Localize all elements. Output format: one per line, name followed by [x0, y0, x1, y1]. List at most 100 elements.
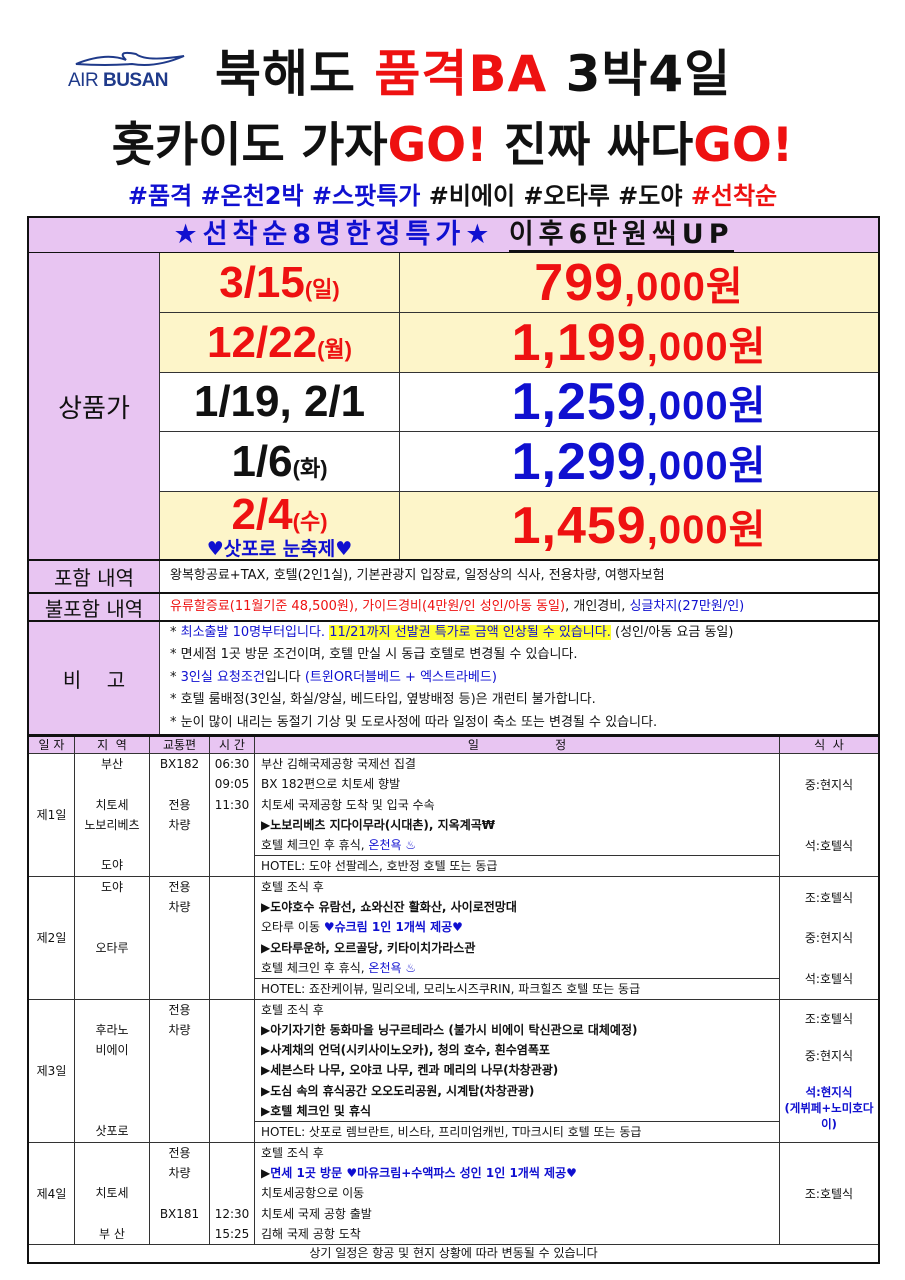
transport-text — [150, 855, 209, 875]
remark-segment: * 눈이 많이 내리는 동절기 기상 및 도로사정에 따라 일정이 축소 또는 … — [170, 714, 658, 730]
schedule-segment: ▶ — [261, 1165, 271, 1180]
schedule-line: ▶호텔 체크인 및 휴식 — [255, 1101, 779, 1121]
time-text — [210, 855, 254, 875]
time-text — [210, 897, 254, 917]
meal-text: 석:호텔식 — [804, 971, 854, 986]
festival-note: ♥삿포로 눈축제♥ — [206, 537, 353, 560]
day-row: 제1일 부산 치토세 노보리베츠 도야 BX182 전용 차량 06:30 09:05 11:30 부… — [29, 754, 878, 877]
date-text: 12/22 — [206, 317, 318, 367]
title-highlight: 품격BA — [374, 45, 548, 103]
schedule-cell: 호텔 조식 후 ▶면세 1곳 방문 ♥마유크림+수액파스 성인 1인 1개씩 제공… — [255, 1142, 780, 1245]
remark-segment: 11/21까지 선발권 특가로 금액 인상될 수 있습니다. — [329, 624, 611, 640]
time-text — [210, 1020, 254, 1040]
remark-line: * 면세점 1곳 방문 조건이며, 호텔 만실 시 동급 호텔로 변경될 수 있… — [170, 644, 878, 667]
departure-date: 12/22(월) — [160, 313, 400, 372]
time-text — [210, 1040, 254, 1060]
transport-text — [150, 1060, 209, 1080]
column-header: 식 사 — [814, 738, 844, 752]
schedule-segment: 온천욕 ♨ — [368, 838, 417, 853]
time-text — [210, 978, 254, 998]
transport-text: 차량 — [168, 1022, 191, 1037]
schedule-line: 호텔 체크인 후 휴식, 온천욕 ♨ — [255, 835, 779, 855]
schedule-line: ▶세븐스타 나무, 오야코 나무, 켄과 메리의 나무(차창관광) — [255, 1060, 779, 1080]
schedule-line: 오타루 이동 ♥슈크림 1인 1개씩 제공♥ — [255, 917, 779, 937]
hashtags-blue: #품격 #온천2박 #스팟특가 — [127, 182, 421, 210]
page-title: 북해도 품격BA 3박4일 — [215, 34, 855, 106]
region-cell: 부산 치토세 노보리베츠 도야 — [75, 754, 150, 876]
schedule-line: 부산 김해국제공항 국제선 집결 — [255, 754, 779, 774]
included-row: 포함 내역 왕복항공료+TAX, 호텔(2인1실), 기본관광지 입장료, 일정… — [27, 561, 880, 594]
time-cell — [210, 999, 255, 1142]
schedule-segment: 치토세공항으로 이동 — [261, 1186, 365, 1201]
hashtags-black: #비에이 #오타루 #도야 — [420, 182, 691, 210]
day-label: 제2일 — [36, 931, 67, 946]
day-label: 제4일 — [36, 1186, 67, 1201]
meal-text: 조:호텔식 — [804, 1011, 854, 1026]
schedule-line: 호텔 조식 후 — [255, 1000, 779, 1020]
meal-text: 중:현지식 — [804, 777, 854, 792]
region-text: 부 산 — [99, 1226, 125, 1241]
transport-text — [150, 938, 209, 958]
date-line: 2/4(수) — [231, 489, 327, 539]
price-row: 2/4(수) ♥삿포로 눈축제♥ 1,459,000원 — [160, 492, 878, 559]
transport-text: BX182 — [159, 757, 200, 771]
price-rest: ,000원 — [646, 384, 767, 428]
time-text — [210, 1143, 254, 1163]
region-text — [75, 1081, 149, 1101]
schedule-segment: 온천욕 ♨ — [368, 960, 417, 975]
schedule-line: 호텔 조식 후 — [255, 877, 779, 897]
banner-special: ★선착순8명한정특가★ — [173, 219, 495, 250]
schedule-segment: 면세 1곳 방문 ♥마유크림+수액파스 성인 1인 1개씩 제공♥ — [270, 1165, 577, 1180]
time-text: 15:25 — [214, 1226, 250, 1241]
excluded-row: 불포함 내역 유류할증료(11월기준 48,500원), 가이드경비(4만원/인… — [27, 594, 880, 622]
transport-text: 차량 — [168, 817, 191, 832]
transport-cell: 전용 차량 — [150, 999, 210, 1142]
date-text: 1/6 — [231, 436, 293, 486]
meal-text: 석:현지식 (게뷔페+노미호다이) — [784, 1084, 874, 1131]
region-text: 도야 — [100, 879, 124, 894]
schedule-segment: 오타루 이동 — [261, 920, 324, 935]
price-main: 799 — [534, 253, 625, 312]
day-row: 제2일 도야 오타루 전용 차량 호텔 조식 후 ▶도야호수 유람선, 쇼와신잔 활화산, … — [29, 876, 878, 1000]
time-text: 11:30 — [214, 797, 250, 812]
excluded-black: , 개인경비, — [565, 598, 630, 614]
transport-text — [150, 978, 209, 998]
banner-after: 이후6만원씩UP — [508, 219, 734, 252]
price-main: 1,299 — [511, 432, 647, 491]
remark-segment: * 호텔 룸배정(3인실, 화실/양실, 베드타입, 옆방배정 등)은 개런티 … — [170, 692, 596, 708]
day-cell: 제2일 — [29, 876, 75, 999]
column-header: 일 정 — [255, 737, 780, 753]
schedule-line: BX 182편으로 치토세 향발 — [255, 774, 779, 794]
price-row: 1/6(화) 1,299,000원 — [160, 432, 878, 492]
transport-text — [150, 1224, 209, 1244]
time-text — [210, 835, 254, 855]
region-text: 삿포로 — [95, 1124, 129, 1139]
schedule-segment: 호텔 체크인 후 휴식, — [261, 838, 369, 853]
transport-cell: 전용 차량 — [150, 876, 210, 999]
date-text: 2/4 — [231, 489, 293, 539]
date-line: 1/6(화) — [231, 436, 327, 486]
remarks-row: 비 고 * 최소출발 10명부터입니다. 11/21까지 선발권 특가로 금액 … — [27, 622, 880, 736]
schedule-cell: 부산 김해국제공항 국제선 집결 BX 182편으로 치토세 향발 치토세 국제공항… — [255, 754, 780, 876]
schedule-segment: ▶오타루운하, 오르골당, 키타이치가라스관 — [261, 940, 476, 955]
schedule-line: ▶오타루운하, 오르골당, 키타이치가라스관 — [255, 938, 779, 958]
price-rest: ,000원 — [646, 443, 767, 488]
region-text — [75, 1000, 149, 1020]
region-text: 후라노 — [95, 1022, 129, 1037]
schedule-line: 치토세 국제공항 도착 및 입국 수속 — [255, 795, 779, 815]
meal-cell: 중:현지식 석:호텔식 — [780, 754, 878, 876]
schedule-line: ▶사계채의 언덕(시키사이노오카), 청의 호수, 흰수염폭포 — [255, 1040, 779, 1060]
region-cell: 후라노 비에이 삿포로 — [75, 999, 150, 1142]
logo-text-busan: BUSAN — [102, 70, 169, 91]
schedule-cell: 호텔 조식 후 ▶도야호수 유람선, 쇼와신잔 활화산, 사이로전망대 오타루 이동… — [255, 876, 780, 999]
date-line: 1/19, 2/1 — [194, 380, 365, 424]
schedule-line: ▶도야호수 유람선, 쇼와신잔 활화산, 사이로전망대 — [255, 897, 779, 917]
region-text — [75, 1204, 149, 1224]
time-text: 09:05 — [214, 777, 250, 792]
transport-text: BX181 — [159, 1206, 200, 1221]
region-text — [75, 897, 149, 917]
column-header: 일 자 — [29, 737, 75, 753]
region-text: 도야 — [100, 858, 124, 873]
day-label: 제3일 — [36, 1064, 67, 1079]
region-text — [75, 1143, 149, 1163]
